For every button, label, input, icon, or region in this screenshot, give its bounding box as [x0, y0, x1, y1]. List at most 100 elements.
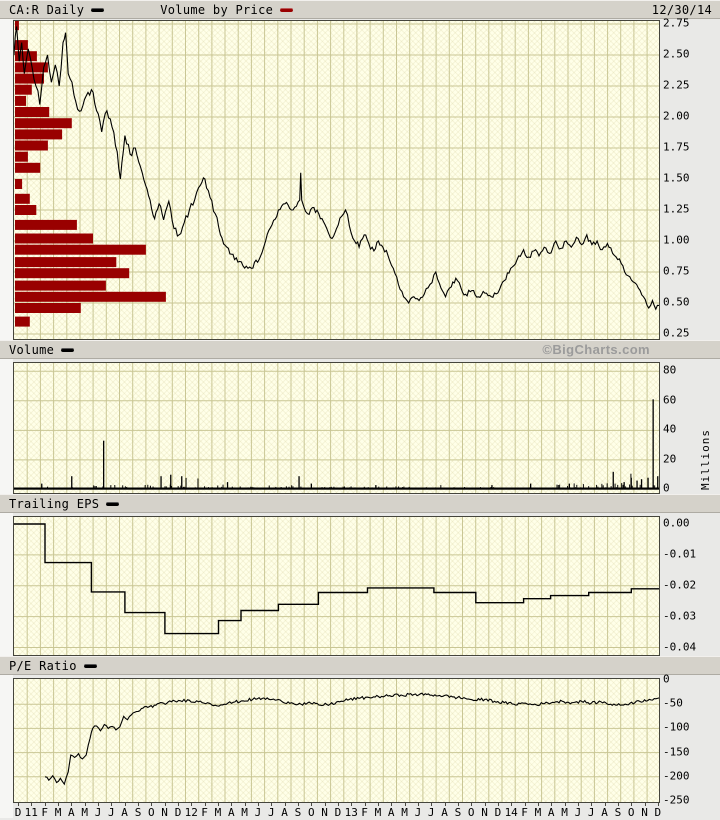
volume-by-price-bar: [15, 129, 63, 140]
volume-by-price-bar: [15, 257, 117, 268]
eps-chart-svg: [14, 517, 659, 655]
x-tick-mark: [537, 803, 539, 806]
volume-bar: [204, 486, 206, 488]
eps-tick-label: -0.03: [663, 609, 697, 623]
volume-bar: [333, 486, 335, 488]
eps-tick-label: -0.01: [663, 547, 697, 561]
volume-bar: [177, 486, 179, 488]
x-tick-mark: [417, 803, 419, 806]
volume-spike-bar: [568, 483, 570, 488]
x-tick-label: O: [627, 806, 635, 819]
volume-spike-bar: [647, 477, 649, 488]
volume-by-price-legend-dash-icon: [280, 7, 294, 12]
pe-ratio-line: [44, 692, 659, 786]
volume-bar: [344, 486, 345, 488]
left-margin: [0, 19, 13, 818]
x-tick-label: A: [441, 806, 448, 819]
x-tick-label: J: [107, 806, 115, 819]
volume-bar: [221, 486, 223, 488]
x-tick-mark: [124, 803, 126, 806]
volume-spike-bar: [103, 440, 105, 488]
x-tick-label: N: [641, 806, 648, 819]
volume-bar: [606, 483, 608, 488]
x-tick-label: S: [294, 806, 302, 819]
eps-legend-dash-icon: [106, 501, 120, 506]
volume-bar: [596, 484, 598, 488]
price-tick-label: 0.50: [663, 295, 690, 309]
x-tick-mark: [657, 803, 659, 806]
x-tick-mark: [444, 803, 446, 806]
volume-by-price-bar: [15, 151, 28, 162]
volume-bar: [363, 486, 365, 488]
volume-spike-bar: [630, 477, 632, 488]
x-tick-label: M: [241, 806, 248, 819]
price-legend-dash-icon: [91, 7, 105, 12]
pe-plot-area[interactable]: [13, 678, 660, 803]
price-plot-area[interactable]: [13, 20, 660, 340]
price-series-line: [14, 26, 659, 311]
volume-bar: [291, 485, 293, 488]
volume-bar: [102, 486, 104, 488]
volume-bar: [149, 485, 151, 488]
pe-panel-header: P/E Ratio: [0, 656, 720, 675]
volume-tick-label: 40: [663, 422, 677, 436]
volume-bar: [342, 486, 344, 488]
volume-bar: [147, 484, 149, 488]
volume-bar: [621, 483, 623, 488]
volume-bar: [582, 484, 584, 488]
volume-bar: [180, 485, 182, 488]
x-tick-mark: [31, 803, 33, 806]
x-tick-label: F: [201, 806, 208, 819]
price-tick-label: 2.00: [663, 109, 690, 123]
volume-bar: [124, 486, 126, 488]
volume-spike-bar: [652, 399, 654, 488]
volume-spike-bar: [170, 474, 172, 488]
x-tick-mark: [604, 803, 606, 806]
volume-by-price-bar: [15, 84, 32, 95]
x-tick-mark: [204, 803, 206, 806]
volume-by-price-bar: [15, 140, 48, 151]
x-tick-label: D: [494, 806, 502, 819]
eps-tick-label: -0.02: [663, 578, 697, 592]
last-date-label: 12/30/14: [651, 2, 712, 17]
x-tick-mark: [164, 803, 166, 806]
volume-spike-bar: [375, 485, 377, 488]
price-tick-label: 2.75: [663, 16, 690, 30]
x-tick-mark: [644, 803, 646, 806]
volume-bar: [601, 483, 603, 488]
volume-bar: [268, 485, 270, 488]
x-tick-mark: [178, 803, 179, 806]
x-tick-mark: [577, 803, 579, 806]
volume-tick-label: 60: [663, 393, 677, 407]
x-tick-mark: [138, 803, 139, 806]
volume-bar: [217, 485, 219, 488]
x-tick-mark: [524, 803, 526, 806]
pe-tick-label: -250: [663, 793, 690, 807]
volume-bar: [576, 484, 578, 488]
x-tick-mark: [351, 803, 353, 806]
x-tick-label: J: [587, 806, 595, 819]
volume-bar: [330, 486, 332, 488]
volume-by-price-bar: [15, 291, 166, 302]
price-panel-header: CA:R Daily Volume by Price 12/30/14: [0, 0, 720, 19]
eps-plot-area[interactable]: [13, 516, 660, 656]
volume-bar: [182, 486, 184, 488]
volume-bar: [110, 485, 112, 488]
volume-spike-bar: [226, 482, 229, 488]
x-tick-label: M: [561, 806, 568, 819]
volume-bar: [631, 485, 633, 488]
volume-bar: [617, 484, 619, 488]
x-tick-mark: [364, 803, 366, 806]
price-tick-label: 2.25: [663, 78, 690, 92]
x-tick-label: F: [361, 806, 368, 819]
volume-by-price-bar: [15, 179, 23, 189]
volume-bar: [559, 484, 561, 488]
volume-bar: [95, 486, 97, 488]
volume-bar: [567, 486, 569, 488]
x-axis: D 11 F M A M J J A S O N D 12 F M A M J J A S O N D 13 F M A M J J A S O N D…: [13, 803, 661, 819]
eps-step-line: [14, 523, 659, 635]
volume-plot-area[interactable]: [13, 362, 660, 494]
x-tick-label: A: [601, 806, 608, 819]
volume-bar: [171, 486, 173, 488]
